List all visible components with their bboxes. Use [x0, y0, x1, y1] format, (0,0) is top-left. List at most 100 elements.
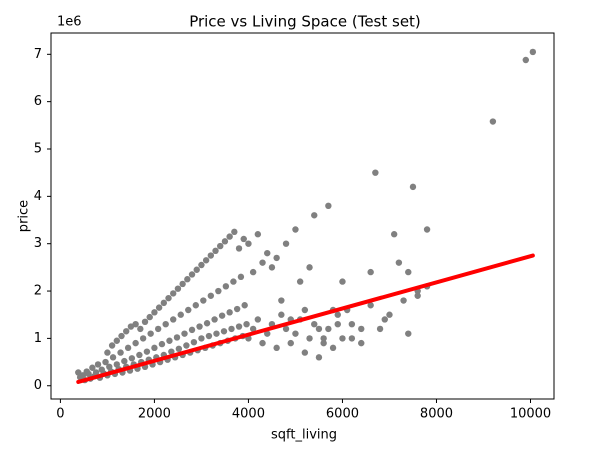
scatter-point [226, 233, 233, 240]
scatter-point [292, 226, 299, 233]
scatter-point [175, 345, 183, 353]
scatter-point [165, 294, 172, 302]
scatter-point [367, 302, 374, 309]
scatter-point [311, 320, 318, 328]
scatter-point [395, 259, 403, 266]
scatter-point [183, 342, 190, 349]
scatter-point [188, 326, 196, 334]
scatter-point [213, 330, 220, 337]
scatter-point [200, 297, 207, 304]
scatter-point [273, 344, 280, 352]
scatter-point [348, 335, 356, 342]
scatter-point [235, 245, 243, 252]
scatter-point [113, 337, 121, 344]
y-axis-label: price [17, 200, 32, 232]
fit-line-layer [76, 253, 535, 384]
scatter-point [320, 335, 327, 342]
scatter-point [334, 311, 341, 318]
scatter-point [181, 330, 188, 337]
x-axis-ticks: 0 2000 4000 6000 8000 10000 [56, 399, 551, 422]
x-tick-label: 8000 [420, 407, 453, 422]
scatter-point [118, 332, 125, 340]
y-tick-label: 6 [34, 94, 42, 109]
scatter-point [137, 325, 144, 333]
x-tick-label: 6000 [326, 407, 359, 422]
scatter-point [306, 264, 313, 271]
scatter-point [311, 212, 318, 219]
scatter-point [170, 290, 177, 297]
scatter-point [386, 311, 393, 318]
scatter-point [192, 302, 199, 309]
scatter-point [264, 249, 271, 257]
scatter-point [329, 344, 337, 352]
scatter-point [207, 292, 215, 299]
scatter-point [409, 183, 417, 191]
scatter-point [170, 316, 177, 323]
scatter-point [132, 339, 139, 347]
x-tick-label: 0 [56, 407, 64, 422]
scatter-point [315, 354, 323, 361]
scatter-point [334, 320, 341, 328]
scatter-point [162, 320, 169, 328]
scatter-point [108, 342, 116, 349]
scatter-point [198, 261, 205, 269]
scatter-point [185, 306, 192, 314]
x-tick-label: 4000 [232, 407, 265, 422]
scatter-point [287, 339, 294, 347]
scatter-point [278, 297, 285, 304]
scatter-point [207, 252, 215, 259]
scatter-point [104, 349, 111, 356]
scatter-point [147, 330, 154, 337]
scatter-point [259, 259, 266, 266]
scatter-point [173, 334, 181, 341]
y-tick-label: 2 [34, 284, 42, 299]
scatter-point [390, 231, 398, 238]
y-tick-label: 7 [34, 47, 42, 62]
scatter-point [166, 337, 173, 344]
regression-line [76, 253, 535, 384]
scatter-point [193, 266, 200, 273]
scatter-point [139, 335, 147, 342]
scatter-point [151, 344, 158, 352]
scatter-point [190, 338, 198, 346]
scatter-point [423, 226, 431, 233]
scatter-point [202, 257, 210, 264]
scatter-point [198, 335, 205, 342]
scatter-point [249, 325, 257, 333]
scatter-point [215, 287, 222, 295]
scatter-point [151, 309, 158, 316]
scatter-point [158, 340, 166, 348]
scatter-point [160, 299, 168, 307]
scatter-point [89, 364, 96, 371]
scatter-point [174, 285, 182, 292]
scatter-point [235, 323, 243, 330]
scatter-point [241, 302, 248, 309]
scatter-point [136, 351, 143, 359]
scatter-point [381, 316, 388, 323]
scatter-point [254, 316, 262, 323]
scatter-point [92, 369, 100, 376]
scatter-point [141, 318, 149, 326]
scatter-point [179, 280, 186, 288]
scatter-point [121, 357, 128, 365]
scatter-point [292, 330, 299, 337]
scatter-point [301, 349, 309, 356]
scatter-point [296, 278, 304, 285]
scatter-point [372, 169, 379, 176]
scatter-point [102, 358, 109, 366]
y-tick-label: 0 [34, 378, 42, 393]
scatter-point [249, 268, 257, 276]
scatter-point [339, 335, 346, 342]
scatter-point [124, 344, 132, 352]
scatter-point [278, 311, 285, 318]
scatter-point [405, 330, 412, 337]
scatter-point [203, 320, 211, 327]
scatter-point [184, 276, 191, 283]
scatter-point [339, 278, 346, 285]
scatter-point [254, 231, 262, 238]
scatter-point [228, 325, 235, 333]
scatter-point [155, 304, 163, 311]
scatter-point [529, 48, 537, 56]
scatter-point [177, 311, 184, 318]
